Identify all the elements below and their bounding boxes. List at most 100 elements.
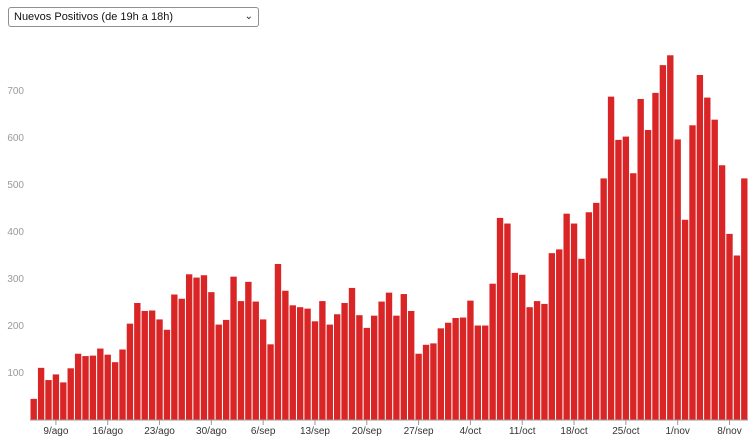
bar: [681, 219, 689, 420]
bar: [267, 344, 274, 420]
bar: [415, 353, 422, 420]
y-tick-label: 400: [7, 227, 24, 238]
bar: [593, 202, 600, 420]
bar: [311, 321, 319, 420]
bar: [104, 354, 111, 420]
bar: [667, 55, 674, 420]
bar: [245, 281, 252, 420]
bar: [156, 319, 163, 420]
bar: [615, 139, 622, 420]
bar: [378, 301, 385, 420]
bar: [52, 374, 60, 420]
bar: [674, 139, 681, 420]
bar: [563, 213, 570, 420]
bar: [371, 315, 378, 420]
bar: [408, 310, 415, 420]
y-tick-label: 100: [7, 368, 24, 379]
metric-select[interactable]: Nuevos Positivos (de 19h a 18h) ⌄: [8, 7, 259, 27]
bar: [489, 283, 496, 420]
y-tick-label: 200: [7, 321, 24, 332]
x-axis: 9/ago 16/ago 23/ago 30/ago 6/sep 13/sep 20/sep…: [43, 420, 742, 437]
bar: [341, 302, 348, 420]
x-tick-label: 9/ago: [43, 426, 68, 437]
bar: [111, 362, 119, 420]
bar: [570, 223, 578, 420]
x-tick-label: 23/ago: [144, 426, 175, 437]
x-tick-label: 20/sep: [352, 426, 382, 437]
bar: [82, 356, 89, 420]
bar: [319, 301, 326, 420]
bar: [711, 119, 718, 421]
bar: [452, 318, 459, 420]
bar: [696, 75, 704, 421]
bar: [222, 319, 230, 420]
bar: [607, 96, 615, 420]
bar: [726, 233, 733, 420]
x-tick-label: 4/oct: [460, 426, 482, 437]
bar: [89, 355, 97, 420]
bar: [274, 263, 282, 420]
bar: [45, 380, 52, 420]
x-tick-label: 30/ago: [196, 426, 227, 437]
bar: [430, 343, 437, 420]
bar: [171, 294, 178, 420]
bar: [348, 287, 356, 420]
bar: [467, 300, 474, 420]
bar: [178, 298, 185, 420]
x-tick-label: 6/sep: [251, 426, 276, 437]
bar: [141, 310, 148, 420]
chevron-down-icon: ⌄: [244, 11, 253, 22]
bar: [622, 136, 630, 420]
bar: [630, 173, 637, 420]
bar: [126, 323, 134, 420]
bar: [252, 301, 259, 420]
bar: [533, 301, 541, 420]
bar: [578, 258, 585, 420]
bar: [230, 276, 237, 420]
bar: [400, 294, 407, 420]
x-tick-label: 27/sep: [404, 426, 434, 437]
bar: [496, 217, 504, 420]
bar: [37, 367, 45, 420]
bar: [304, 308, 311, 420]
bar: [163, 329, 171, 420]
y-axis: 100 200 300 400 500 600 700: [7, 86, 24, 379]
metric-select-value: Nuevos Positivos (de 19h a 18h): [14, 11, 173, 23]
bar: [541, 303, 548, 420]
bar: [689, 125, 696, 420]
bar: [60, 382, 67, 420]
x-tick-label: 13/sep: [300, 426, 330, 437]
y-tick-label: 700: [7, 86, 24, 97]
bar: [119, 349, 126, 420]
bar: [652, 92, 659, 420]
bar: [259, 319, 267, 420]
bar: [363, 327, 370, 420]
bar: [30, 398, 37, 420]
bar: [148, 310, 156, 420]
bar: [193, 277, 200, 420]
bar: [185, 274, 193, 420]
bar: [659, 65, 667, 421]
bar: [97, 348, 104, 420]
bar: [326, 324, 333, 420]
bar: [482, 325, 489, 420]
bar: [474, 325, 482, 420]
y-tick-label: 300: [7, 274, 24, 285]
x-tick-label: 8/nov: [717, 426, 741, 437]
bar: [644, 130, 652, 420]
bar: [704, 97, 711, 420]
bar: [215, 324, 222, 420]
bar: [296, 307, 304, 420]
bar: [200, 275, 208, 420]
bar: [282, 290, 289, 420]
x-tick-label: 16/ago: [92, 426, 123, 437]
bar: [67, 368, 74, 420]
bar: [585, 212, 593, 420]
bar: [356, 315, 363, 420]
bar: [741, 178, 748, 420]
bars: [30, 55, 748, 421]
bar: [504, 223, 511, 420]
bar: [208, 292, 215, 420]
bar: [556, 249, 563, 420]
